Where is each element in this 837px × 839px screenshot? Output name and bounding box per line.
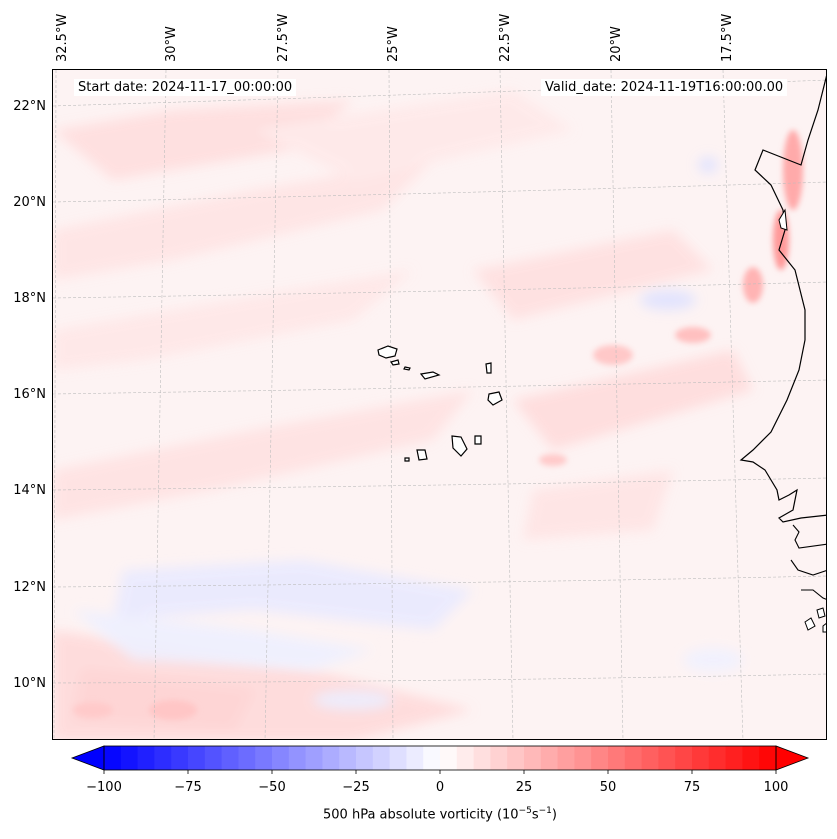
colorbar-step [524, 746, 542, 770]
colorbar-tick-label: −100 [86, 780, 122, 795]
colorbar-high-extend [775, 745, 810, 771]
colorbar-step [708, 746, 727, 770]
colorbar-tick-label: −75 [174, 780, 202, 795]
colorbar-step [389, 746, 407, 770]
colorbar-steps [104, 746, 777, 770]
colorbar-tick-label: 75 [683, 780, 701, 795]
colorbar-step [423, 746, 441, 770]
colorbar-step [473, 746, 491, 770]
island-santiago [451, 435, 468, 457]
colorbar-tick-label: 25 [515, 780, 533, 795]
colorbar-step [692, 746, 710, 770]
colorbar-step [188, 746, 206, 770]
colorbar-step [272, 746, 290, 770]
island-sao-nicolau [419, 371, 441, 380]
colorbar-step [675, 746, 693, 770]
colorbar-tick-marks [103, 770, 777, 774]
colorbar-tick-label: 100 [763, 780, 789, 795]
bijagos-islands [804, 607, 826, 633]
colorbar-step [641, 746, 659, 770]
colorbar-step [440, 746, 458, 770]
island-santo-antao [377, 345, 398, 359]
colorbar-step [238, 746, 256, 770]
island-brava [404, 457, 410, 462]
vorticity-bands-negative [73, 157, 743, 710]
colorbar-step [490, 746, 508, 770]
colorbar-step [608, 746, 626, 770]
colorbar-step [456, 746, 475, 770]
valid-date-label: Valid_date: 2024-11-19T16:00:00.00 [541, 79, 788, 96]
island-sal [485, 362, 492, 374]
colorbar-step [120, 746, 139, 770]
map-gridlines [53, 70, 826, 739]
colorbar-step [540, 746, 559, 770]
lat-label-10n: 10°N [13, 676, 46, 691]
colorbar-tick-label: 0 [435, 780, 445, 795]
lat-label-16n: 16°N [13, 387, 46, 402]
colorbar-step [557, 746, 575, 770]
banc-arguin [778, 208, 788, 231]
colorbar-step [591, 746, 609, 770]
island-maio [474, 435, 482, 445]
colorbar-tick-label: −25 [342, 780, 370, 795]
island-boa-vista [487, 391, 503, 406]
lat-label-12n: 12°N [13, 580, 46, 595]
colorbar-tick-label: −50 [258, 780, 286, 795]
colorbar-step [339, 746, 357, 770]
colorbar-step [154, 746, 172, 770]
colorbar-tick-label: 50 [599, 780, 617, 795]
colorbar-step [742, 746, 760, 770]
island-fogo [416, 449, 428, 461]
coastline-casamance [790, 559, 826, 576]
coastline-gambia [792, 524, 826, 549]
lat-label-22n: 22°N [13, 99, 46, 114]
colorbar-step [288, 746, 307, 770]
colorbar-step [725, 746, 743, 770]
colorbar-step [574, 746, 592, 770]
colorbar-step [624, 746, 643, 770]
colorbar-step [137, 746, 155, 770]
colorbar-step [322, 746, 340, 770]
colorbar-step [372, 746, 391, 770]
island-santa-luzia [403, 366, 411, 371]
vorticity-map [53, 70, 826, 739]
colorbar-step [507, 746, 525, 770]
lat-label-18n: 18°N [13, 291, 46, 306]
africa-coastline [739, 75, 826, 523]
cape-verde-islands [377, 345, 503, 462]
island-sao-vicente [390, 359, 400, 366]
lat-label-20n: 20°N [13, 195, 46, 210]
colorbar-step [171, 746, 189, 770]
colorbar-step [204, 746, 223, 770]
colorbar-step [658, 746, 676, 770]
map-panel[interactable] [52, 69, 827, 740]
vorticity-bands-positive [53, 90, 753, 739]
start-date-label: Start date: 2024-11-17_00:00:00 [74, 79, 297, 96]
colorbar-low-extend [70, 745, 105, 771]
colorbar-step [356, 746, 374, 770]
colorbar-step [305, 746, 323, 770]
colorbar-step [759, 746, 777, 770]
lat-label-14n: 14°N [13, 483, 46, 498]
colorbar-label: 500 hPa absolute vorticity (10−5s−1) [323, 806, 557, 823]
coastline-guinea-bissau [801, 589, 826, 600]
colorbar-step [406, 746, 424, 770]
colorbar-step [221, 746, 239, 770]
colorbar-step [255, 746, 273, 770]
colorbar-step [104, 746, 122, 770]
